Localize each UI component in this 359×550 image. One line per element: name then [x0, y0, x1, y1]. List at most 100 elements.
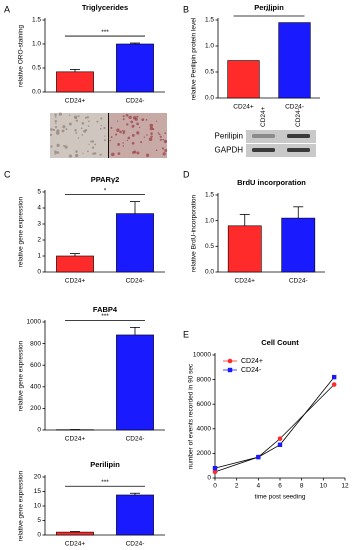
micrograph-speck	[134, 117, 138, 121]
micrograph-speck	[117, 120, 119, 122]
y-tick-label: 1	[37, 253, 41, 260]
micrograph-speck	[164, 141, 167, 144]
micrograph-speck	[100, 124, 102, 127]
y-tick-label: 2	[37, 237, 41, 244]
panel-letter: B	[183, 4, 189, 14]
micrograph-speck	[109, 139, 111, 142]
x-tick-label: 10	[320, 483, 328, 490]
blot-lane-label: CD24+	[260, 106, 267, 127]
x-tick-label: CD24+	[65, 436, 86, 443]
micrograph-speck	[128, 115, 132, 119]
micrograph-speck	[54, 119, 57, 123]
significance-label: *	[104, 187, 107, 194]
legend-label: CD24+	[241, 358, 263, 365]
x-tick-label: 4	[257, 483, 261, 490]
blot-lane-label: CD24-	[295, 108, 302, 127]
micrograph-speck	[68, 154, 72, 158]
micrograph-speck	[82, 152, 84, 154]
panel-letter: C	[4, 169, 11, 179]
x-tick-label: CD24+	[65, 278, 86, 285]
micrograph-speck	[138, 126, 141, 129]
bar	[227, 225, 262, 273]
micrograph-speck	[87, 125, 90, 127]
micrograph-speck	[131, 133, 135, 137]
blot-row-label: GAPDH	[215, 146, 244, 155]
micrograph-speck	[150, 135, 153, 138]
micrograph-speck	[161, 147, 165, 150]
x-tick-label: CD24-	[126, 278, 145, 285]
panel-letter: E	[183, 329, 189, 339]
y-axis-title: relative Perilipin protein level	[191, 17, 198, 100]
blot-band	[252, 148, 275, 152]
panel-letter: A	[4, 4, 10, 14]
y-tick-label: 0	[37, 427, 41, 434]
micrograph-speck	[75, 153, 79, 158]
micrograph-speck	[56, 143, 60, 147]
significance-label: ***	[101, 29, 109, 36]
micrograph-speck	[55, 122, 57, 124]
y-tick-label: 600	[30, 362, 41, 369]
chart-title: FABP4	[93, 305, 118, 314]
micrograph-speck	[81, 134, 84, 136]
micrograph-speck	[115, 133, 118, 136]
micrograph-speck	[84, 116, 88, 119]
blot-band	[287, 134, 310, 138]
y-tick-label: 1.5	[205, 192, 214, 199]
bar	[56, 531, 94, 536]
micrograph-speck	[145, 153, 150, 157]
x-tick-label: CD24+	[65, 98, 86, 105]
micrograph-speck	[88, 143, 90, 146]
blot-band	[252, 134, 275, 138]
x-tick-label: CD24+	[65, 541, 86, 548]
micrograph-speck	[136, 131, 140, 135]
micrograph-speck	[88, 120, 90, 123]
micrograph-speck	[99, 153, 102, 156]
micrograph-right	[109, 113, 167, 158]
micrograph-speck	[50, 145, 53, 148]
x-tick-label: 6	[278, 483, 282, 490]
point	[277, 442, 283, 447]
micrograph-speck	[65, 128, 68, 131]
y-tick-label: 6000	[197, 401, 212, 408]
micrograph-speck	[121, 130, 124, 132]
blot-strip	[246, 130, 316, 143]
bar	[116, 43, 154, 93]
micrograph-speck	[155, 149, 158, 152]
micrograph-speck	[96, 120, 99, 123]
micrograph-speck	[56, 129, 60, 133]
x-tick-label: CD24-	[126, 436, 145, 443]
micrograph-speck	[68, 122, 72, 126]
blot-strip	[246, 144, 316, 157]
error-bar	[239, 214, 250, 226]
micrograph-speck	[126, 139, 129, 142]
legend-marker	[227, 367, 233, 373]
point	[331, 374, 337, 380]
chart-title: Perilipin	[90, 460, 120, 469]
point	[331, 382, 337, 387]
micrograph-speck	[91, 146, 95, 149]
micrograph-speck	[149, 123, 154, 128]
y-tick-label: 0	[37, 269, 41, 276]
micrograph-speck	[116, 128, 120, 132]
micrograph-speck	[158, 133, 161, 136]
error-bar	[293, 206, 304, 219]
micrograph-speck	[56, 131, 60, 135]
micrograph-speck	[90, 140, 93, 143]
micrograph-speck	[81, 121, 85, 125]
y-tick-label: 8000	[197, 376, 212, 383]
y-tick-label: 15	[34, 488, 42, 495]
error-bar	[70, 69, 80, 72]
x-tick-label: CD24+	[235, 278, 256, 285]
chart-title: Perilipin	[254, 3, 284, 12]
micrograph-speck	[73, 115, 78, 120]
y-tick-label: 1.0	[205, 217, 214, 224]
micrograph-speck	[100, 117, 103, 120]
point	[256, 454, 261, 460]
micrograph-speck	[92, 152, 95, 155]
micrograph-speck	[58, 112, 62, 116]
micrograph-speck	[163, 139, 168, 143]
x-tick-label: 8	[300, 483, 304, 490]
micrograph-speck	[63, 144, 66, 147]
